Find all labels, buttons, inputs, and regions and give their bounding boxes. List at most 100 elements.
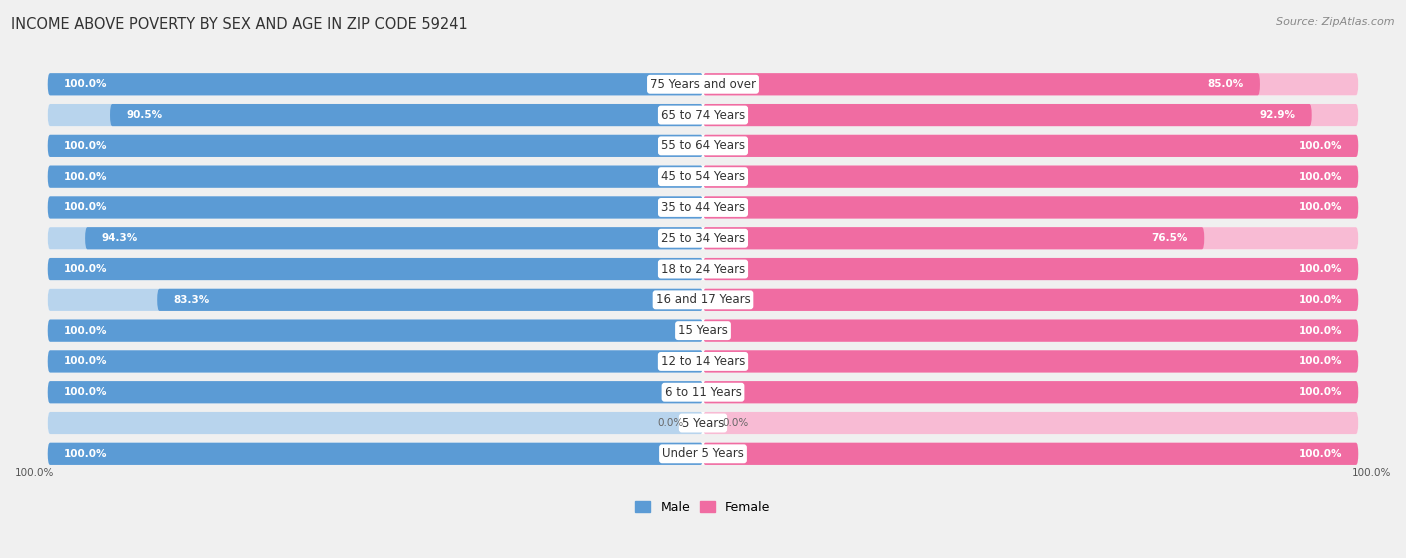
Legend: Male, Female: Male, Female (630, 496, 776, 519)
FancyBboxPatch shape (48, 73, 1358, 95)
Text: 100.0%: 100.0% (1298, 203, 1341, 213)
Text: 83.3%: 83.3% (173, 295, 209, 305)
Text: 75 Years and over: 75 Years and over (650, 78, 756, 91)
FancyBboxPatch shape (48, 350, 703, 373)
Text: Under 5 Years: Under 5 Years (662, 448, 744, 460)
Text: 100.0%: 100.0% (65, 387, 108, 397)
Text: 25 to 34 Years: 25 to 34 Years (661, 232, 745, 245)
FancyBboxPatch shape (48, 196, 703, 219)
FancyBboxPatch shape (48, 196, 1358, 219)
FancyBboxPatch shape (703, 73, 1358, 95)
FancyBboxPatch shape (48, 320, 1358, 341)
FancyBboxPatch shape (48, 320, 703, 341)
FancyBboxPatch shape (703, 104, 1358, 126)
FancyBboxPatch shape (703, 73, 1260, 95)
FancyBboxPatch shape (703, 381, 1358, 403)
FancyBboxPatch shape (48, 381, 703, 403)
FancyBboxPatch shape (48, 166, 703, 187)
FancyBboxPatch shape (48, 258, 703, 280)
FancyBboxPatch shape (48, 227, 703, 249)
Text: 100.0%: 100.0% (65, 357, 108, 367)
Text: INCOME ABOVE POVERTY BY SEX AND AGE IN ZIP CODE 59241: INCOME ABOVE POVERTY BY SEX AND AGE IN Z… (11, 17, 468, 32)
Text: 100.0%: 100.0% (65, 449, 108, 459)
FancyBboxPatch shape (48, 104, 1358, 126)
Text: 18 to 24 Years: 18 to 24 Years (661, 263, 745, 276)
FancyBboxPatch shape (48, 135, 703, 157)
FancyBboxPatch shape (48, 258, 703, 280)
FancyBboxPatch shape (48, 350, 1358, 373)
Text: 100.0%: 100.0% (1298, 141, 1341, 151)
FancyBboxPatch shape (48, 227, 1358, 249)
Text: 55 to 64 Years: 55 to 64 Years (661, 140, 745, 152)
Text: 92.9%: 92.9% (1260, 110, 1295, 120)
FancyBboxPatch shape (48, 412, 1358, 434)
Text: 100.0%: 100.0% (15, 468, 55, 478)
Text: 94.3%: 94.3% (101, 233, 138, 243)
FancyBboxPatch shape (703, 166, 1358, 187)
Text: 100.0%: 100.0% (65, 172, 108, 182)
FancyBboxPatch shape (48, 73, 703, 95)
Text: 6 to 11 Years: 6 to 11 Years (665, 386, 741, 399)
FancyBboxPatch shape (48, 320, 703, 341)
Text: 100.0%: 100.0% (65, 326, 108, 335)
FancyBboxPatch shape (48, 381, 703, 403)
Text: 100.0%: 100.0% (1298, 326, 1341, 335)
FancyBboxPatch shape (703, 442, 1358, 465)
FancyBboxPatch shape (48, 135, 1358, 157)
FancyBboxPatch shape (48, 288, 1358, 311)
FancyBboxPatch shape (703, 320, 1358, 341)
FancyBboxPatch shape (703, 227, 1358, 249)
Text: 16 and 17 Years: 16 and 17 Years (655, 294, 751, 306)
Text: Source: ZipAtlas.com: Source: ZipAtlas.com (1277, 17, 1395, 27)
Text: 100.0%: 100.0% (1351, 468, 1391, 478)
Text: 100.0%: 100.0% (1298, 264, 1341, 274)
Text: 100.0%: 100.0% (1298, 449, 1341, 459)
FancyBboxPatch shape (703, 258, 1358, 280)
FancyBboxPatch shape (703, 104, 1312, 126)
FancyBboxPatch shape (48, 73, 703, 95)
FancyBboxPatch shape (703, 166, 1358, 187)
FancyBboxPatch shape (703, 135, 1358, 157)
Text: 0.0%: 0.0% (657, 418, 683, 428)
Text: 100.0%: 100.0% (1298, 387, 1341, 397)
FancyBboxPatch shape (48, 104, 703, 126)
FancyBboxPatch shape (703, 258, 1358, 280)
FancyBboxPatch shape (703, 350, 1358, 373)
FancyBboxPatch shape (48, 442, 1358, 465)
Text: 12 to 14 Years: 12 to 14 Years (661, 355, 745, 368)
FancyBboxPatch shape (48, 288, 703, 311)
FancyBboxPatch shape (48, 166, 703, 187)
FancyBboxPatch shape (703, 196, 1358, 219)
FancyBboxPatch shape (703, 227, 1205, 249)
FancyBboxPatch shape (703, 442, 1358, 465)
Text: 90.5%: 90.5% (127, 110, 163, 120)
FancyBboxPatch shape (703, 288, 1358, 311)
Text: 100.0%: 100.0% (65, 264, 108, 274)
Text: 65 to 74 Years: 65 to 74 Years (661, 109, 745, 122)
FancyBboxPatch shape (48, 258, 1358, 280)
FancyBboxPatch shape (703, 196, 1358, 219)
Text: 100.0%: 100.0% (1298, 357, 1341, 367)
Text: 100.0%: 100.0% (1298, 295, 1341, 305)
FancyBboxPatch shape (703, 350, 1358, 373)
FancyBboxPatch shape (48, 442, 703, 465)
Text: 45 to 54 Years: 45 to 54 Years (661, 170, 745, 183)
Text: 35 to 44 Years: 35 to 44 Years (661, 201, 745, 214)
Text: 15 Years: 15 Years (678, 324, 728, 337)
FancyBboxPatch shape (48, 196, 703, 219)
FancyBboxPatch shape (703, 320, 1358, 341)
Text: 100.0%: 100.0% (65, 141, 108, 151)
FancyBboxPatch shape (48, 166, 1358, 187)
Text: 0.0%: 0.0% (723, 418, 749, 428)
FancyBboxPatch shape (703, 135, 1358, 157)
FancyBboxPatch shape (48, 350, 703, 373)
Text: 76.5%: 76.5% (1152, 233, 1188, 243)
FancyBboxPatch shape (48, 381, 1358, 403)
Text: 100.0%: 100.0% (65, 79, 108, 89)
FancyBboxPatch shape (48, 135, 703, 157)
FancyBboxPatch shape (110, 104, 703, 126)
FancyBboxPatch shape (86, 227, 703, 249)
Text: 100.0%: 100.0% (1298, 172, 1341, 182)
FancyBboxPatch shape (703, 412, 1358, 434)
FancyBboxPatch shape (157, 288, 703, 311)
